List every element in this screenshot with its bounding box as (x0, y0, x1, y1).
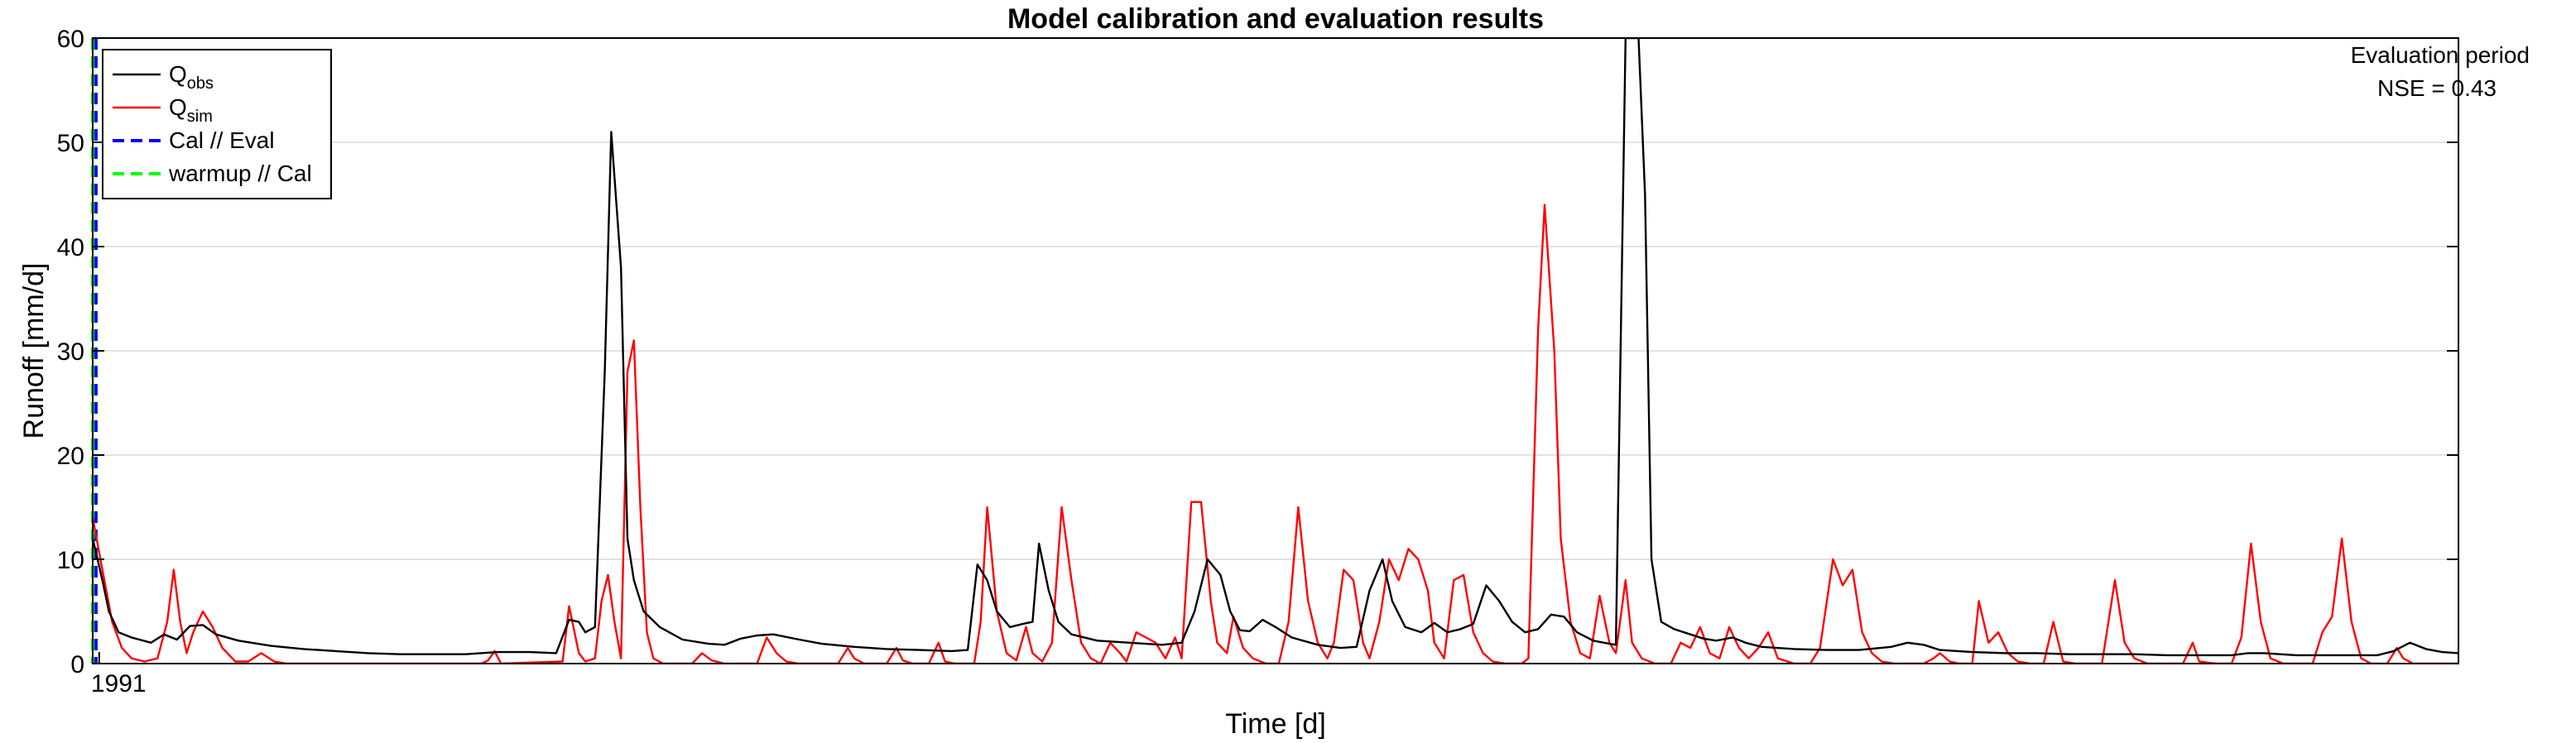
chart-title: Model calibration and evaluation results (1007, 3, 1544, 35)
legend-label: Cal // Eval (169, 127, 275, 153)
y-axis-ticks: 0 10 20 30 40 50 60 (57, 26, 2458, 678)
series-line-q-sim (93, 204, 2458, 664)
y-tick-label: 60 (57, 26, 84, 53)
series-line-q-obs (93, 38, 2458, 657)
annotation-line-2: NSE = 0.43 (2377, 75, 2497, 101)
x-axis-label: Time [d] (1225, 708, 1326, 740)
legend-label: warmup // Cal (168, 161, 312, 186)
series-group (93, 38, 2458, 664)
y-tick-label: 40 (57, 234, 84, 261)
annotation-line-1: Evaluation period (2351, 42, 2530, 68)
x-tick-label: 1991 (91, 670, 147, 697)
y-tick-label: 20 (57, 443, 84, 470)
y-tick-label: 10 (57, 547, 84, 574)
y-tick-label: 50 (57, 130, 84, 157)
y-tick-label: 0 (70, 651, 84, 678)
y-tick-label: 30 (57, 338, 84, 366)
y-axis-label: Runoff [mm/d] (18, 263, 50, 439)
x-axis-ticks: 1991 (91, 652, 147, 697)
grid-lines (93, 141, 2458, 560)
